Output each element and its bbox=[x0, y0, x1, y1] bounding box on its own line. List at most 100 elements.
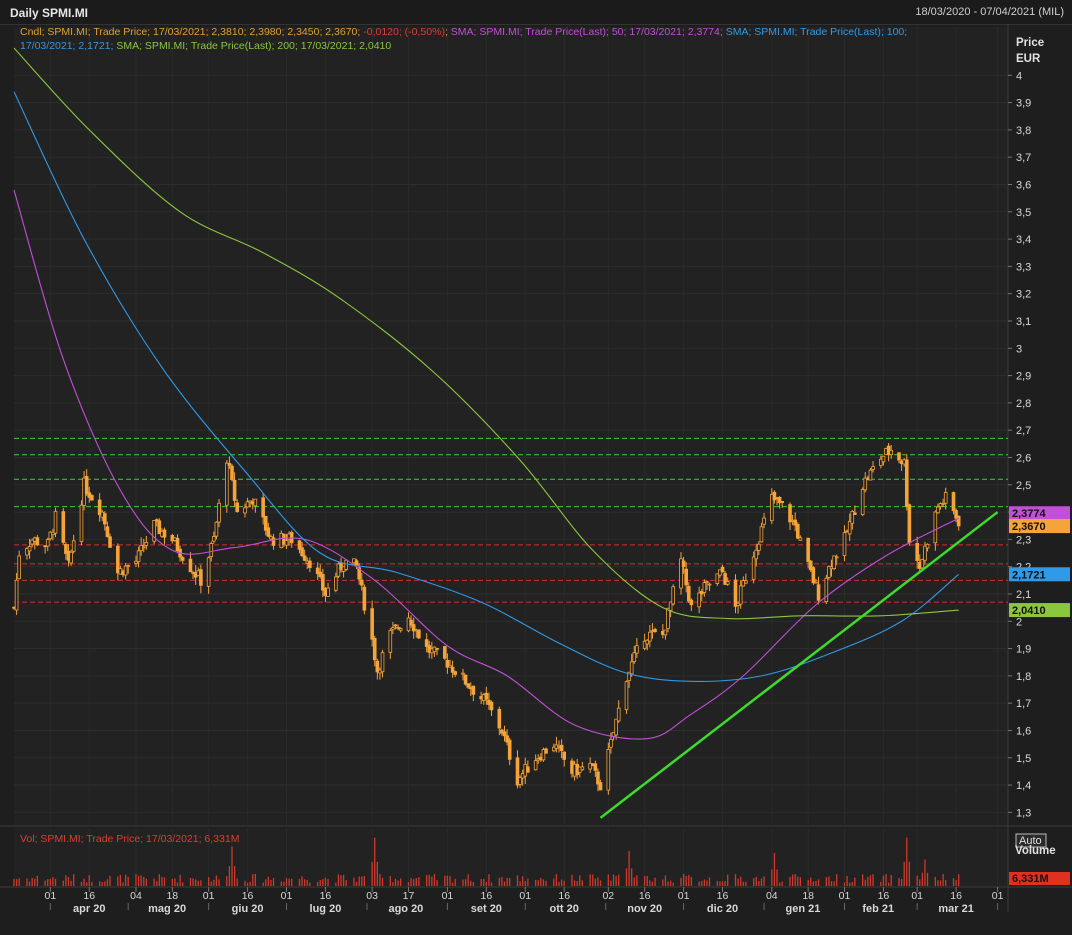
candle-body bbox=[302, 555, 307, 561]
time-tick-label: 01 bbox=[678, 890, 690, 902]
month-label: lug 20 bbox=[310, 903, 342, 915]
candle-body bbox=[248, 500, 252, 503]
candle-body bbox=[103, 513, 107, 525]
candle-body bbox=[770, 494, 774, 522]
candle-body bbox=[705, 581, 709, 584]
time-tick-label: 18 bbox=[166, 890, 178, 902]
candle-body bbox=[733, 579, 738, 607]
time-tick-label: 16 bbox=[320, 890, 332, 902]
candle-body bbox=[443, 646, 447, 659]
candle-body bbox=[284, 540, 289, 546]
candle-body bbox=[424, 639, 429, 647]
candle-body bbox=[321, 574, 325, 591]
candle-body bbox=[879, 458, 883, 466]
candle-body bbox=[624, 681, 629, 711]
candle-body bbox=[505, 735, 509, 743]
candle-body bbox=[827, 565, 831, 578]
month-label: giu 20 bbox=[232, 903, 264, 915]
candle-body bbox=[795, 523, 800, 539]
candle-body bbox=[808, 560, 813, 571]
candle-body bbox=[336, 563, 341, 577]
price-pane[interactable] bbox=[14, 27, 1008, 826]
candle-body bbox=[108, 536, 112, 548]
candle-body bbox=[681, 560, 686, 567]
time-tick-label: 01 bbox=[519, 890, 531, 902]
candle-body bbox=[354, 560, 359, 566]
candle-body bbox=[629, 661, 634, 675]
candle-body bbox=[105, 526, 110, 538]
month-label: mar 21 bbox=[938, 903, 973, 915]
price-tick-label: 2,8 bbox=[1016, 398, 1031, 410]
candle-body bbox=[798, 537, 803, 541]
candle-body bbox=[933, 511, 938, 544]
month-label: set 20 bbox=[471, 903, 502, 915]
sma-50-line bbox=[13, 189, 959, 740]
month-label: feb 21 bbox=[862, 903, 894, 915]
candle-body bbox=[627, 671, 631, 682]
candle-body bbox=[762, 517, 766, 525]
time-tick-label: 01 bbox=[911, 890, 923, 902]
time-tick-label: 01 bbox=[281, 890, 293, 902]
candle-body bbox=[175, 538, 180, 551]
candle-body bbox=[723, 573, 727, 585]
price-label-box bbox=[1009, 519, 1070, 534]
candle-body bbox=[214, 521, 219, 537]
candle-body bbox=[245, 501, 250, 508]
auto-scale-button[interactable] bbox=[1015, 833, 1047, 848]
price-label-text: 2,0410 bbox=[1012, 605, 1046, 617]
legend-segment: SMA; SPMI.MI; Trade Price(Last); 50; 17/… bbox=[451, 26, 726, 38]
time-tick-label: 16 bbox=[242, 890, 254, 902]
candle-body bbox=[357, 567, 361, 580]
candle-body bbox=[816, 584, 821, 601]
chart-title: Daily SPMI.MI bbox=[10, 6, 89, 20]
candle-body bbox=[941, 502, 945, 505]
candle-body bbox=[881, 455, 886, 463]
candle-body bbox=[834, 556, 839, 559]
auto-scale-label[interactable]: Auto bbox=[1019, 835, 1042, 847]
candle-body bbox=[923, 545, 927, 561]
candle-body bbox=[230, 465, 234, 480]
candle-body bbox=[725, 581, 730, 585]
candle-body bbox=[679, 558, 683, 589]
month-label: dic 20 bbox=[707, 903, 738, 915]
candle-body bbox=[84, 476, 89, 495]
price-label-box bbox=[1009, 506, 1070, 521]
price-tick-label: 2,6 bbox=[1016, 452, 1031, 464]
candle-body bbox=[850, 511, 855, 524]
candle-body bbox=[463, 674, 468, 685]
price-label-box bbox=[1009, 603, 1070, 618]
candle-body bbox=[497, 709, 502, 729]
time-tick-label: 16 bbox=[950, 890, 962, 902]
legend-line-1: Cndl; SPMI.MI; Trade Price; 17/03/2021; … bbox=[20, 26, 907, 38]
candle-body bbox=[925, 543, 930, 549]
candle-body bbox=[261, 497, 265, 518]
candle-body bbox=[951, 492, 956, 512]
candle-body bbox=[30, 539, 34, 545]
price-tick-label: 3,7 bbox=[1016, 152, 1031, 164]
time-tick-label: 16 bbox=[639, 890, 651, 902]
candle-body bbox=[489, 701, 494, 711]
candle-body bbox=[697, 592, 701, 608]
price-tick-label: 1,4 bbox=[1016, 780, 1031, 792]
candle-body bbox=[715, 573, 720, 584]
candle-body bbox=[943, 492, 948, 504]
candle-body bbox=[757, 543, 761, 551]
time-tick-label: 04 bbox=[130, 890, 142, 902]
candle-body bbox=[25, 548, 29, 556]
candle-body bbox=[606, 748, 611, 791]
candle-body bbox=[243, 507, 247, 514]
chart-area[interactable]: 1,31,41,51,61,71,81,922,12,22,32,42,52,6… bbox=[0, 24, 1072, 935]
price-tick-label: 1,5 bbox=[1016, 753, 1031, 765]
trend-line[interactable] bbox=[599, 511, 999, 819]
candle-body bbox=[69, 551, 73, 564]
candle-body bbox=[157, 520, 162, 535]
candle-body bbox=[300, 547, 304, 557]
candle-body bbox=[232, 479, 237, 501]
price-label-box bbox=[1009, 567, 1070, 582]
candle-body bbox=[780, 501, 785, 503]
price-tick-label: 3,1 bbox=[1016, 316, 1031, 328]
candle-body bbox=[134, 560, 138, 564]
candle-body bbox=[777, 497, 782, 504]
time-tick-label: 16 bbox=[717, 890, 729, 902]
candle-body bbox=[123, 565, 128, 576]
